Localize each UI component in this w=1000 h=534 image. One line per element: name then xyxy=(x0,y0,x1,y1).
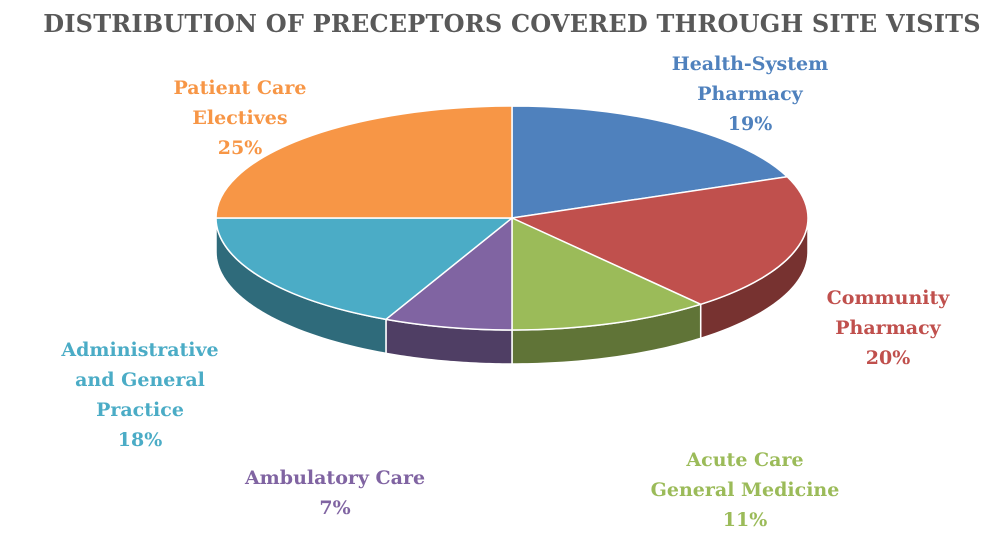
slice-percent-label: 7% xyxy=(319,497,350,519)
slice-category-label: Health-System xyxy=(672,53,828,75)
slice-label-acute-care-general-medicine: Acute Care General Medicine 11% xyxy=(651,449,840,531)
slice-category-label: and General xyxy=(75,369,205,391)
pie-labels: Health-System Pharmacy 19% Community Pharmac… xyxy=(60,53,950,531)
slice-category-label: Acute Care xyxy=(685,449,803,471)
pie-tops xyxy=(215,105,809,331)
slice-category-label: Administrative xyxy=(60,339,218,361)
slice-percent-label: 19% xyxy=(728,113,773,135)
slice-label-administrative-and-general-practice: Administrative and General Practice 18% xyxy=(60,339,218,451)
chart-title: DISTRIBUTION OF PRECEPTORS COVERED THROU… xyxy=(43,9,981,38)
slice-label-ambulatory-care: Ambulatory Care 7% xyxy=(244,467,425,519)
pie-slice-health-system-pharmacy xyxy=(511,105,788,219)
slice-percent-label: 25% xyxy=(218,137,263,159)
slice-category-label: Electives xyxy=(192,107,287,129)
slice-label-community-pharmacy: Community Pharmacy 20% xyxy=(827,287,951,369)
slice-category-label: Community xyxy=(827,287,951,309)
pie-slice-administrative-and-general-practice xyxy=(215,217,513,321)
pie-slice-ambulatory-care xyxy=(385,217,513,331)
slice-percent-label: 18% xyxy=(118,429,163,451)
slice-category-label: Practice xyxy=(96,399,184,421)
pie-slice-patient-care-electives xyxy=(215,105,513,219)
slice-category-label: Pharmacy xyxy=(835,317,941,339)
pie-slice-acute-care-general-medicine xyxy=(511,217,702,331)
slice-percent-label: 20% xyxy=(866,347,911,369)
slice-percent-label: 11% xyxy=(723,509,768,531)
slice-label-health-system-pharmacy: Health-System Pharmacy 19% xyxy=(672,53,828,135)
slice-category-label: Ambulatory Care xyxy=(244,467,425,489)
pie-slice-community-pharmacy xyxy=(511,176,809,306)
slice-category-label: Patient Care xyxy=(174,77,307,99)
slice-label-patient-care-electives: Patient Care Electives 25% xyxy=(174,77,307,159)
slice-category-label: Pharmacy xyxy=(697,83,803,105)
pie-sides xyxy=(215,217,809,365)
slice-category-label: General Medicine xyxy=(651,479,840,501)
